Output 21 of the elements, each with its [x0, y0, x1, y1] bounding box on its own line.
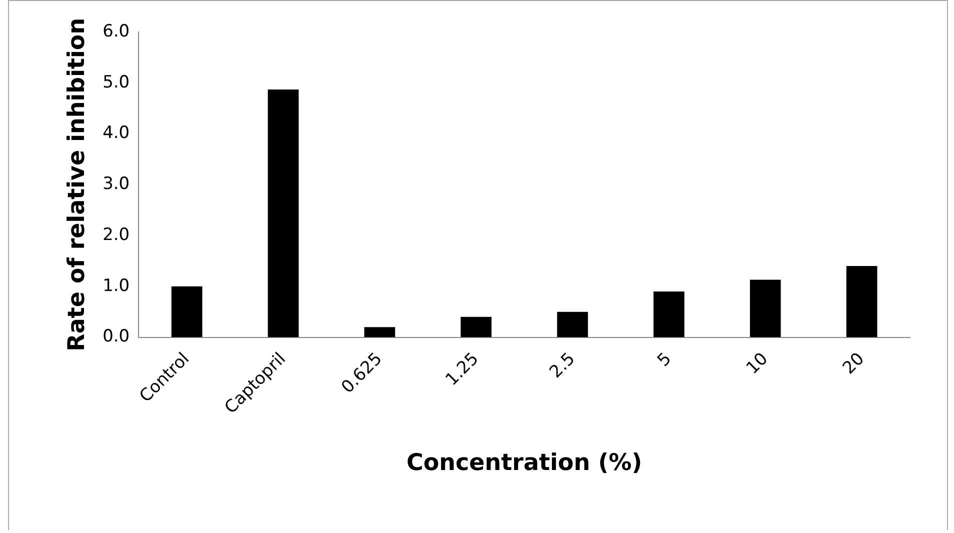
y-tick-label: 0.0: [102, 326, 130, 347]
bar: [557, 312, 588, 338]
bar: [654, 291, 684, 338]
y-tick-label: 6.0: [102, 21, 130, 42]
bar: [171, 286, 202, 338]
x-tick-label: 20: [839, 349, 868, 378]
x-tick-label: 10: [742, 349, 772, 378]
y-tick-label: 1.0: [102, 276, 130, 296]
y-tick-label: 4.0: [102, 123, 130, 144]
y-tick-label: 2.0: [102, 224, 130, 245]
bar: [750, 280, 781, 338]
bar: [460, 316, 492, 338]
bar: [268, 89, 299, 338]
x-tick-label: 5: [654, 349, 676, 371]
x-tick-label: 2.5: [546, 349, 580, 382]
bar: [846, 266, 878, 338]
bar: [364, 327, 396, 338]
x-axis-title: Concentration (%): [406, 450, 642, 476]
y-tick-label: 5.0: [102, 72, 130, 92]
y-tick-label: 3.0: [102, 174, 130, 194]
y-axis-title: Rate of relative inhibition: [64, 18, 90, 352]
